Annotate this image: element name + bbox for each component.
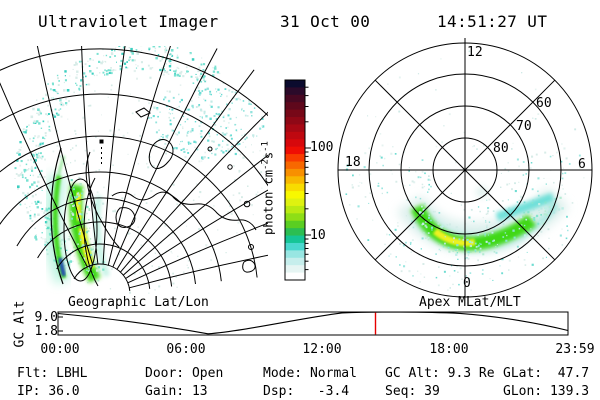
colorbar-bands [285, 80, 305, 281]
page-title: Ultraviolet Imager [38, 12, 219, 31]
telemetry-glat: GLat: 47.7 [503, 366, 590, 381]
polar-grid [337, 38, 593, 298]
gc-alt-curve [57, 311, 569, 335]
telemetry-gc-alt: GC Alt: 9.3 Re [385, 366, 495, 381]
telemetry-glon: GLon: 139.3 [503, 384, 590, 399]
mlat-label-60: 60 [536, 96, 552, 111]
mlt-label-18: 18 [345, 155, 361, 170]
colorbar-ticks [305, 86, 311, 271]
colorbar-unit-label: photon cm-2s-1 [260, 141, 276, 235]
xtick-0000: 00:00 [40, 342, 80, 357]
time-label: 14:51:27 UT [437, 12, 548, 31]
colorbar-tick-100: 100 [310, 140, 334, 155]
polar-aurora-speckle [418, 196, 564, 256]
map-caption: Geographic Lat/Lon [68, 295, 209, 310]
mlt-label-6: 6 [578, 157, 586, 172]
telemetry-flt: Flt: LBHL [17, 366, 88, 381]
xtick-1200: 12:00 [302, 342, 342, 357]
date-label: 31 Oct 00 [280, 12, 371, 31]
colorbar [284, 79, 311, 281]
telemetry-ip: IP: 36.0 [17, 384, 80, 399]
map-graticule [0, 46, 268, 291]
polar-image [345, 50, 585, 291]
colorbar-tick-10: 10 [310, 228, 326, 243]
xtick-1800: 18:00 [429, 342, 469, 357]
mlt-label-12: 12 [467, 45, 483, 60]
telemetry-seq: Seq: 39 [385, 384, 440, 399]
xtick-0600: 06:00 [166, 342, 206, 357]
mlt-label-0: 0 [463, 276, 471, 291]
xtick-2359: 23:59 [555, 342, 595, 357]
telemetry-dsp: Dsp: -3.4 [263, 384, 350, 399]
polar-caption: Apex MLat/MLT [419, 295, 521, 310]
map-coastlines [85, 107, 257, 273]
map-image [0, 46, 268, 294]
telemetry-door: Door: Open [145, 366, 224, 381]
map-diffuse-patch [147, 87, 265, 160]
timeline-ylabel: GC Alt [12, 300, 28, 348]
timeline-frame [57, 311, 569, 336]
mlat-label-70: 70 [516, 119, 532, 134]
colorbar-border [284, 79, 306, 281]
mlat-label-80: 80 [493, 141, 509, 156]
telemetry-gain: Gain: 13 [145, 384, 208, 399]
ytick-1-8: 1.8 [34, 324, 58, 339]
telemetry-mode: Mode: Normal [263, 366, 357, 381]
ytick-9: 9.0 [34, 310, 58, 325]
map-limb-lines [50, 147, 99, 287]
map-footpoint-marker [99, 139, 104, 144]
timeline-plot [57, 311, 569, 336]
